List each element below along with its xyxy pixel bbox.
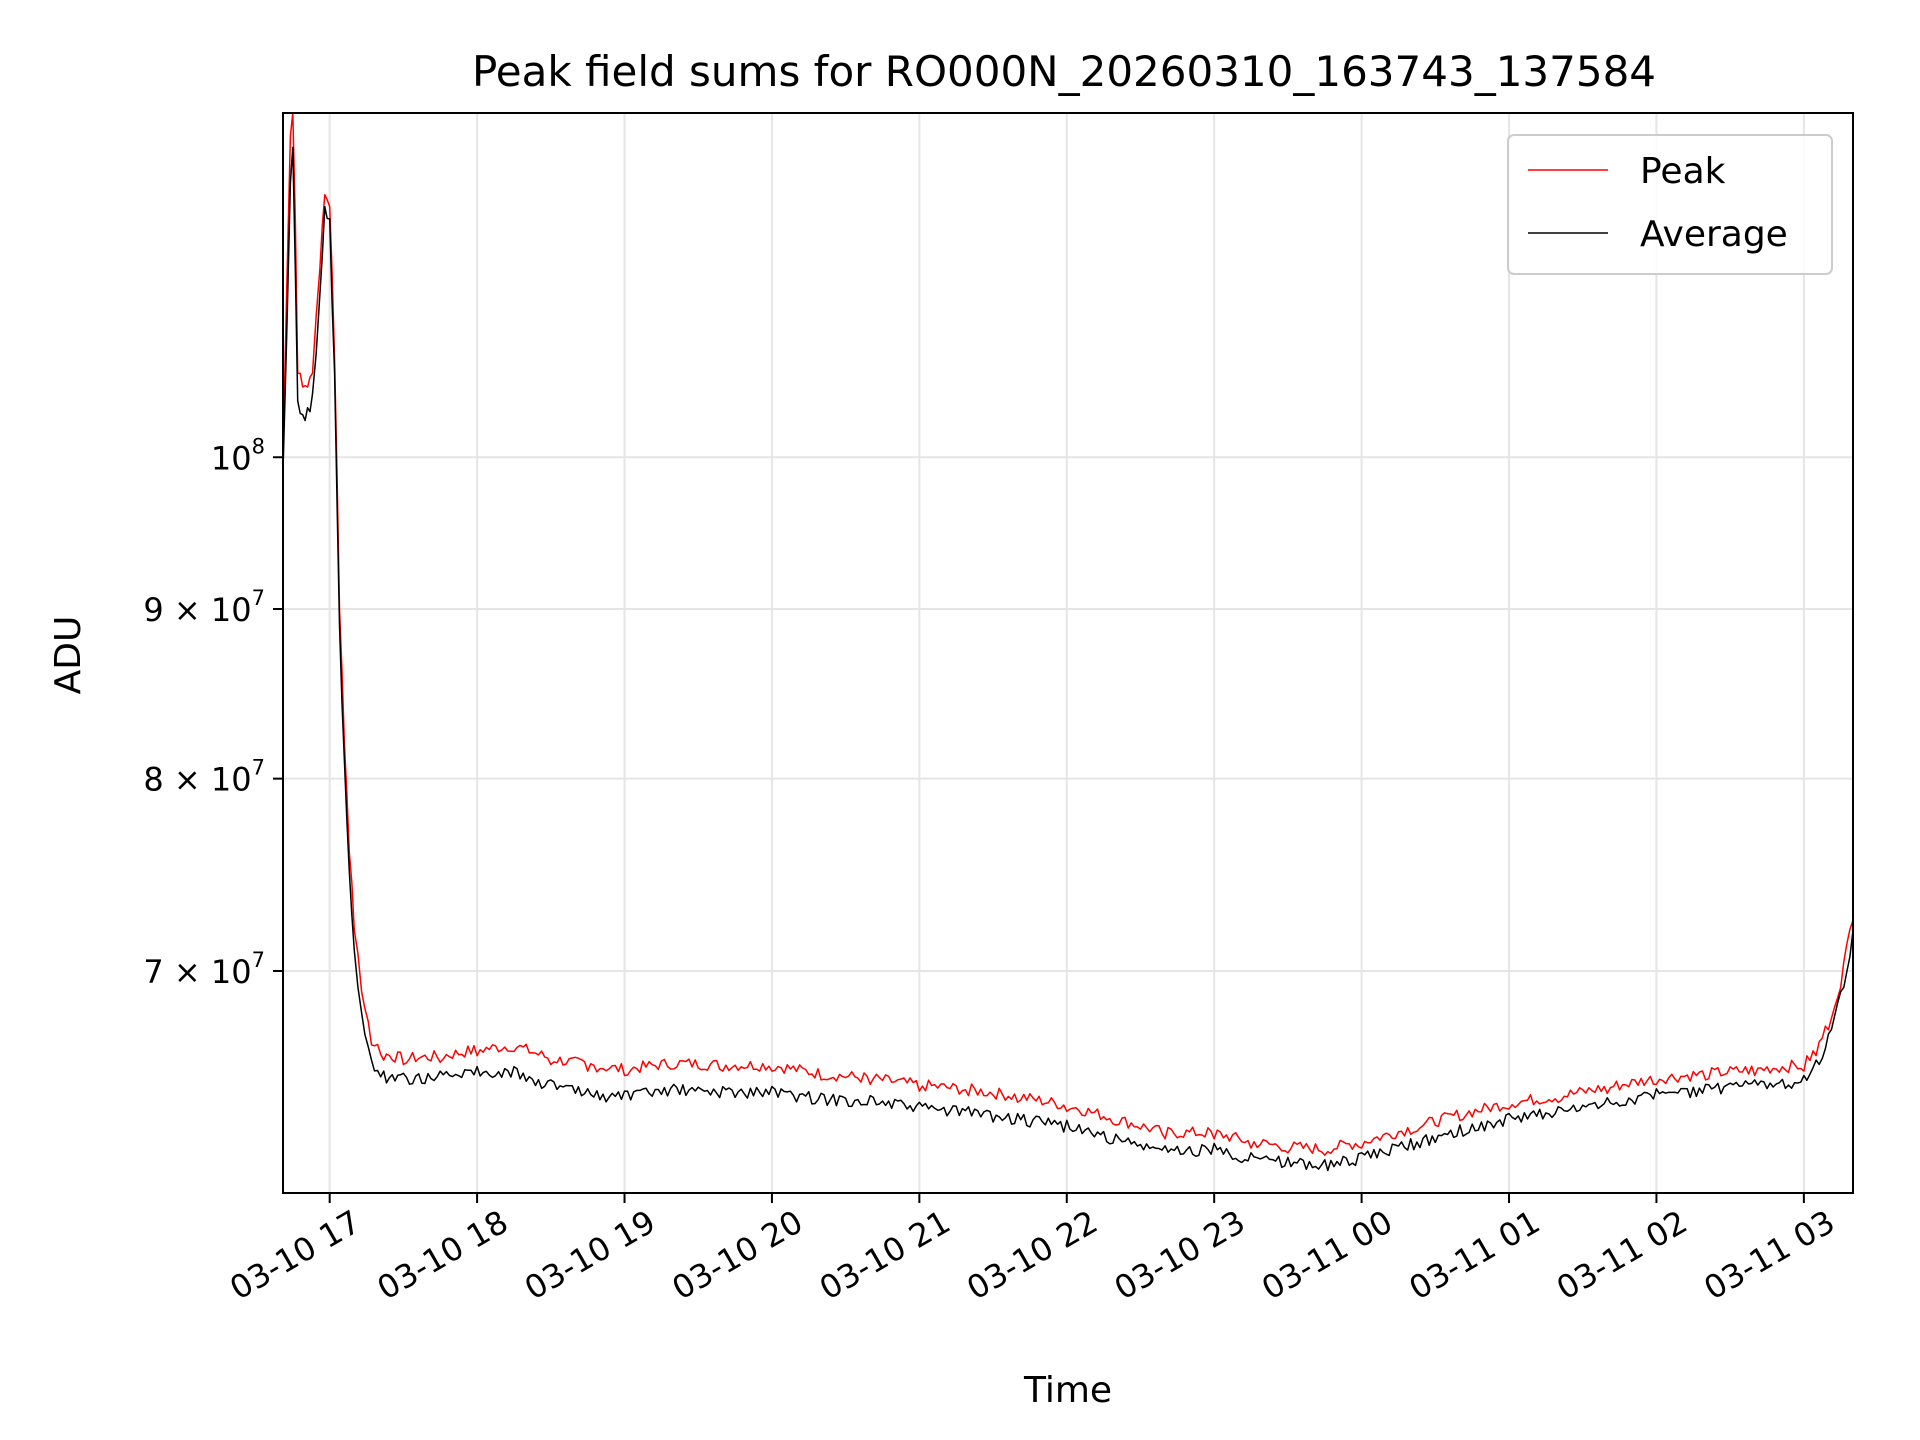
grid-lines <box>283 113 1853 1193</box>
legend: Peak Average <box>1507 134 1833 275</box>
series-line-peak <box>283 113 1853 1156</box>
y-axis-ticks: 7 × 107 8 × 107 9 × 107 108 <box>143 434 283 991</box>
y-tick-label: 8 × 107 <box>143 756 265 799</box>
y-tick-label: 108 <box>211 434 265 477</box>
legend-label-peak: Peak <box>1640 151 1726 192</box>
chart-title: Peak field sums for RO000N_20260310_1637… <box>472 47 1656 96</box>
plot-frame <box>282 112 1854 1194</box>
x-axis-label: Time <box>1023 1370 1112 1411</box>
y-axis-label: ADU <box>48 616 89 695</box>
y-tick-label: 9 × 107 <box>143 586 265 629</box>
data-series <box>283 113 1853 1172</box>
y-tick-label: 7 × 107 <box>143 948 265 991</box>
series-line-average <box>283 146 1853 1172</box>
legend-label-average: Average <box>1640 214 1788 255</box>
